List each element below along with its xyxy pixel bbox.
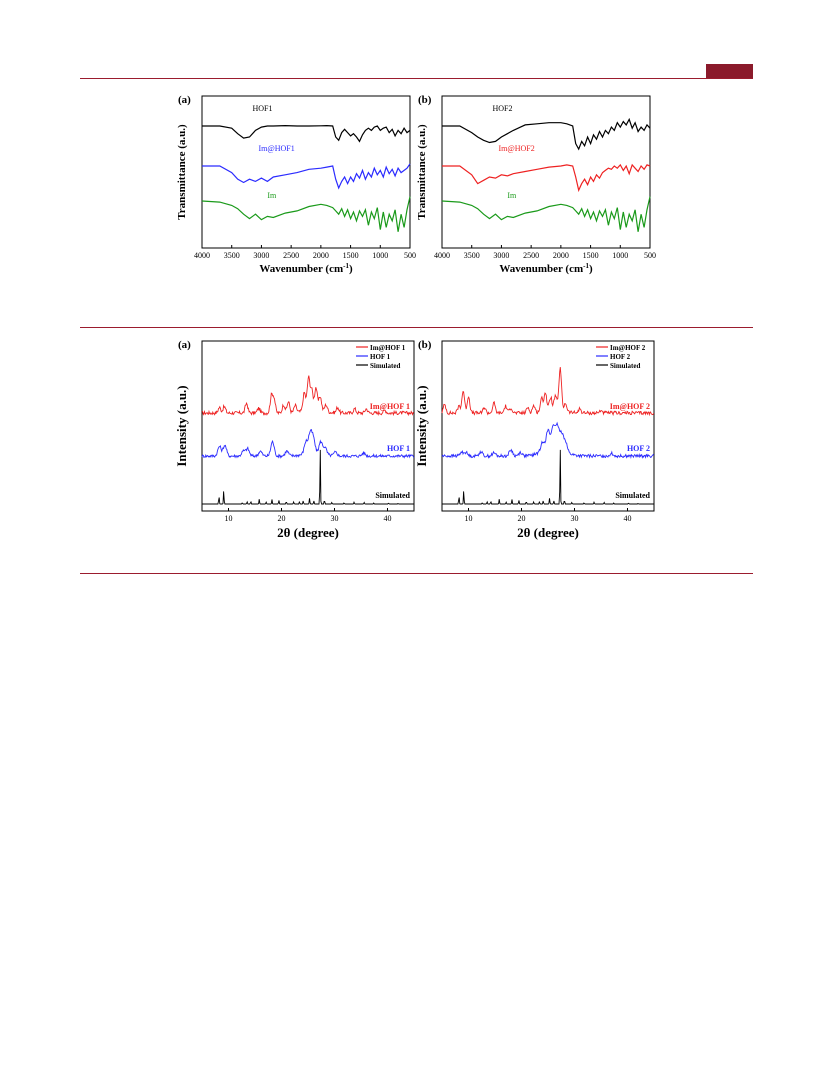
plot-frame <box>201 340 415 512</box>
x-tick-label: 500 <box>644 251 656 260</box>
pxrd-chart-a: (a) Intensity (a.u.) 10 20 30 40 2θ (degree) Im… <box>174 339 415 540</box>
header-tab <box>706 64 753 78</box>
plot-frame <box>441 95 651 249</box>
curve-label: HOF2 <box>493 104 513 113</box>
x-tick-label: 10 <box>465 514 473 523</box>
curve-label: HOF 1 <box>387 444 410 453</box>
series-line-im-hof-1 <box>201 375 414 417</box>
curve-label: Im@HOF1 <box>258 144 294 153</box>
curve-label: HOF 2 <box>627 444 650 453</box>
series-line-im-hof-2 <box>441 367 655 417</box>
legend-label: Im@HOF 1 <box>370 344 406 352</box>
legend-label: Im@HOF 2 <box>610 344 646 352</box>
curve-label: Im <box>267 191 277 200</box>
curve-label: Im@HOF 1 <box>370 402 410 411</box>
series-line-im <box>201 196 411 232</box>
x-tick-label: 2000 <box>313 251 329 260</box>
x-tick-label: 3500 <box>464 251 480 260</box>
x-axis-label: 2θ (degree) <box>277 525 339 540</box>
x-tick-label: 30 <box>331 514 339 523</box>
panel-tag: (a) <box>178 339 191 351</box>
series-line-hof2 <box>442 117 651 151</box>
middle-rule <box>80 327 753 328</box>
x-tick-label: 20 <box>278 514 286 523</box>
pxrd-chart-b: (b) Intensity (a.u.) 10 20 30 40 2θ (degree) Im… <box>414 339 655 540</box>
series-line-hof-1 <box>201 429 415 459</box>
top-rule <box>80 78 753 79</box>
curve-label: Im <box>507 191 517 200</box>
plot-frame <box>441 340 655 512</box>
legend-label: HOF 2 <box>610 353 631 361</box>
x-tick-label: 500 <box>404 251 416 260</box>
series-line-hof1 <box>202 124 411 143</box>
pxrd-panel-a: (a) Intensity (a.u.) 10 20 30 40 2θ (degree) Im… <box>170 333 420 553</box>
x-tick-label: 3000 <box>493 251 509 260</box>
legend-label: HOF 1 <box>370 353 391 361</box>
x-tick-label: 40 <box>624 514 632 523</box>
x-tick-label: 4000 <box>194 251 210 260</box>
series-line-simulated <box>442 449 654 505</box>
curve-label: HOF1 <box>253 104 273 113</box>
x-axis-label: 2θ (degree) <box>517 525 579 540</box>
x-axis-label: Wavenumber (cm-1) <box>499 262 593 275</box>
curve-label: Simulated <box>375 491 410 500</box>
x-tick-label: 1500 <box>343 251 359 260</box>
bottom-rule <box>80 573 753 574</box>
legend-label: Simulated <box>370 362 400 370</box>
x-tick-label: 2500 <box>523 251 539 260</box>
x-tick-label: 4000 <box>434 251 450 260</box>
x-tick-label: 3000 <box>253 251 269 260</box>
curve-label: Simulated <box>615 491 650 500</box>
x-tick-label: 2000 <box>553 251 569 260</box>
panel-tag: (b) <box>418 94 432 106</box>
x-tick-label: 10 <box>225 514 233 523</box>
x-tick-label: 2500 <box>283 251 299 260</box>
x-tick-label: 1500 <box>583 251 599 260</box>
x-tick-label: 30 <box>571 514 579 523</box>
plot-frame <box>201 95 411 249</box>
series-line-im <box>441 196 651 232</box>
y-axis-label: Intensity (a.u.) <box>174 385 189 466</box>
series-line-simulated <box>202 449 414 505</box>
curve-label: Im@HOF 2 <box>610 402 650 411</box>
x-tick-label: 1000 <box>612 251 628 260</box>
ftir-chart-b: (b) Transmittance (a.u.) 4000 3500 3000 2500 2… <box>416 94 656 275</box>
panel-tag: (a) <box>178 94 191 106</box>
y-axis-label: Transmittance (a.u.) <box>176 124 188 220</box>
panel-tag: (b) <box>418 339 432 351</box>
x-tick-label: 1000 <box>372 251 388 260</box>
x-tick-label: 20 <box>518 514 526 523</box>
x-tick-label: 40 <box>384 514 392 523</box>
series-line-hof-2 <box>441 421 655 459</box>
y-axis-label: Intensity (a.u.) <box>414 385 429 466</box>
series-line-im-hof1 <box>202 163 411 190</box>
ftir-panel-b: (b) Transmittance (a.u.) 4000 3500 3000 2500 2… <box>410 88 656 288</box>
x-axis-label: Wavenumber (cm-1) <box>259 262 353 275</box>
y-axis-label: Transmittance (a.u.) <box>416 124 428 220</box>
ftir-panel-a: (a) Transmittance (a.u.) 4000 3500 3000 2500 2… <box>170 88 416 288</box>
x-tick-label: 3500 <box>224 251 240 260</box>
ftir-chart-a: (a) Transmittance (a.u.) 4000 3500 3000 2500 2… <box>176 94 416 275</box>
series-line-im-hof2 <box>442 163 651 193</box>
pxrd-panel-b: (b) Intensity (a.u.) 10 20 30 40 2θ (degree) Im… <box>410 333 660 553</box>
legend-label: Simulated <box>610 362 640 370</box>
curve-label: Im@HOF2 <box>498 144 534 153</box>
